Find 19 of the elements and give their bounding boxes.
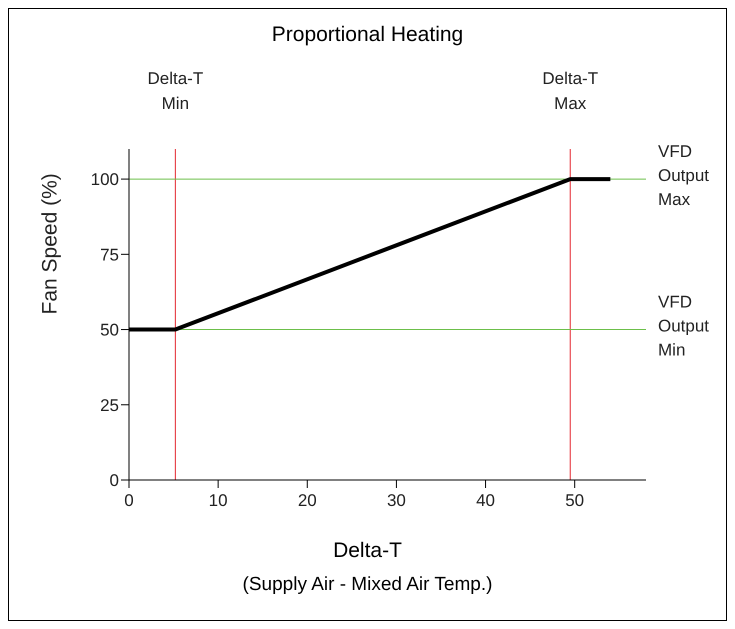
y-tick-label: 75 <box>100 245 119 264</box>
ref-line-label: VFD Output Min <box>658 292 710 360</box>
y-axis-title: Fan Speed (%) <box>38 173 62 314</box>
chart-title: Proportional Heating <box>270 23 464 47</box>
x-tick-label: 0 <box>124 491 134 510</box>
x-tick-label: 50 <box>565 491 584 510</box>
ref-line-label: Delta-T Max <box>542 69 598 113</box>
x-tick-label: 40 <box>476 491 496 510</box>
x-tick-label: 10 <box>208 491 228 510</box>
text: (Supply Air - Mixed Air Temp.) <box>242 574 494 596</box>
y-tick-label: 100 <box>90 170 119 190</box>
ref-line-label: VFD Output Max <box>658 142 710 210</box>
y-tick-label: 25 <box>100 396 119 415</box>
x-tick-label: 20 <box>298 491 317 510</box>
y-tick-label: 50 <box>100 320 119 340</box>
ref-line-label: Delta-T Min <box>147 69 204 113</box>
y-tick-label: 0 <box>110 471 119 490</box>
x-axis-title: Delta-T <box>332 539 403 563</box>
x-tick-label: 30 <box>386 491 406 510</box>
